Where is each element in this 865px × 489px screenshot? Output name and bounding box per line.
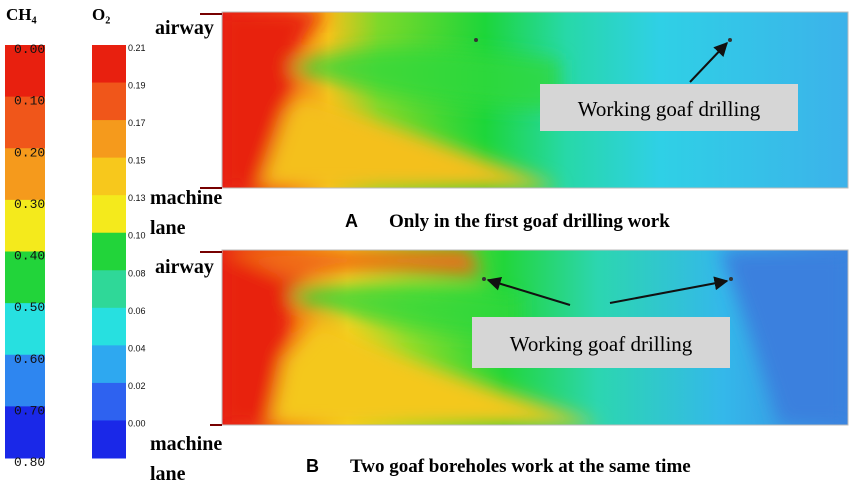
- color-band: [92, 382, 126, 421]
- colorbar-label: 0.80: [14, 455, 45, 470]
- color-band: [92, 232, 126, 271]
- color-band: [92, 420, 126, 459]
- colorbar-label: 0.00: [128, 418, 146, 428]
- colorbar-title: CH₄: [6, 5, 37, 24]
- machine-lane-label: lane: [150, 217, 186, 239]
- colorbar-label: 0.70: [14, 403, 45, 418]
- color-band: [92, 307, 126, 346]
- machine-lane-label: lane: [150, 463, 186, 485]
- color-band: [5, 406, 45, 459]
- color-band: [5, 148, 45, 201]
- annotation: Working goaf drilling: [510, 332, 693, 356]
- panel-caption: Only in the first goaf drilling work: [389, 211, 670, 232]
- color-band: [5, 303, 45, 356]
- color-band: [92, 345, 126, 384]
- colorbar-label: 0.20: [14, 145, 45, 160]
- colorbar-title: O₂: [92, 5, 110, 24]
- color-band: [5, 251, 45, 304]
- colorbar-label: 0.15: [128, 156, 146, 166]
- colorbar-label: 0.06: [128, 306, 146, 316]
- colorbar-label: 0.30: [14, 197, 45, 212]
- colorbar-label: 0.60: [14, 352, 45, 367]
- colorbar-label: 0.02: [128, 381, 146, 391]
- color-band: [5, 96, 45, 149]
- colorbar-label: 0.08: [128, 268, 146, 278]
- color-band: [92, 195, 126, 234]
- color-band: [5, 354, 45, 407]
- annotation: Working goaf drilling: [578, 97, 761, 121]
- color-band: [92, 157, 126, 196]
- color-band: [5, 199, 45, 252]
- colorbar-label: 0.40: [14, 249, 45, 264]
- color-band: [92, 270, 126, 309]
- colorbar-label: 0.04: [128, 343, 146, 353]
- color-band: [92, 45, 126, 84]
- machine-lane-label: machine: [150, 187, 222, 209]
- colorbar-label: 0.13: [128, 193, 146, 203]
- color-band: [92, 120, 126, 159]
- colorbar-label: 0.21: [128, 43, 146, 53]
- colorbar-label: 0.50: [14, 300, 45, 315]
- colorbar-label: 0.10: [128, 231, 146, 241]
- panel-letter: B: [306, 456, 319, 476]
- panel-caption: Two goaf boreholes work at the same time: [350, 456, 691, 477]
- airway-label: airway: [155, 17, 214, 39]
- colorbar-label: 0.17: [128, 118, 146, 128]
- machine-lane-label: machine: [150, 433, 222, 455]
- color-band: [5, 45, 45, 98]
- airway-label: airway: [155, 256, 214, 278]
- colorbar-label: 0.10: [14, 94, 45, 109]
- color-band: [92, 82, 126, 121]
- colorbar-label: 0.19: [128, 81, 146, 91]
- colorbar-label: 0.00: [14, 42, 45, 57]
- panel-letter: A: [345, 211, 358, 231]
